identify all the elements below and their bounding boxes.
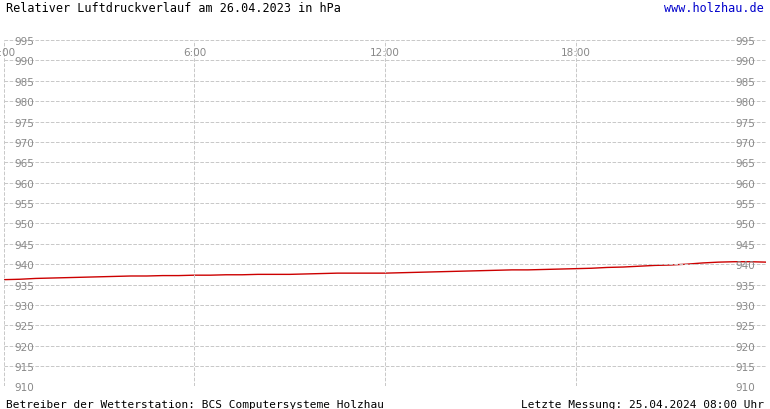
Text: Letzte Messung: 25.04.2024 08:00 Uhr: Letzte Messung: 25.04.2024 08:00 Uhr	[521, 399, 764, 409]
Text: www.holzhau.de: www.holzhau.de	[664, 2, 764, 15]
Text: Betreiber der Wetterstation: BCS Computersysteme Holzhau: Betreiber der Wetterstation: BCS Compute…	[6, 399, 384, 409]
Text: Relativer Luftdruckverlauf am 26.04.2023 in hPa: Relativer Luftdruckverlauf am 26.04.2023…	[6, 2, 341, 15]
